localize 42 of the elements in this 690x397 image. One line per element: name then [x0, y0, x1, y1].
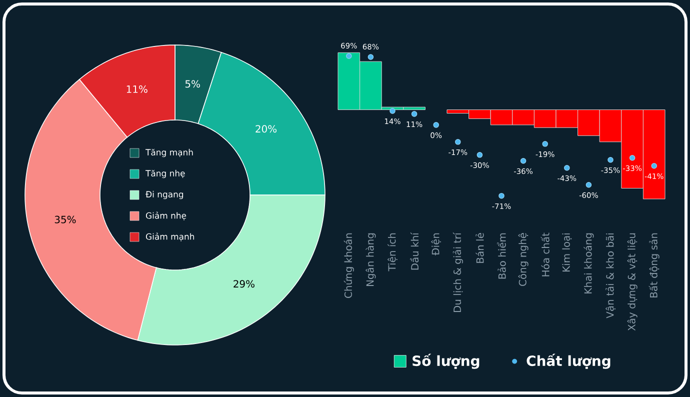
- legend-label: Số lượng: [412, 354, 480, 369]
- data-label: 5%: [185, 80, 200, 88]
- x-tick-label: Công nghệ: [518, 233, 528, 286]
- point: [542, 141, 548, 147]
- data-label: 29%: [234, 280, 254, 288]
- data-label: 35%: [54, 216, 76, 224]
- x-tick-label: Xây dựng & vật liệu: [627, 233, 638, 331]
- point: [476, 152, 483, 158]
- point: [498, 192, 504, 199]
- data-label: 20%: [256, 125, 277, 133]
- point: [390, 108, 396, 114]
- point: [346, 53, 352, 59]
- point: [520, 158, 526, 164]
- point: [586, 182, 592, 188]
- x-tick-label: Điện: [431, 233, 442, 256]
- point: [368, 54, 374, 60]
- point: [455, 139, 461, 145]
- legend-label: Chất lượng: [526, 354, 610, 369]
- x-tick-label: Bán lẻ: [476, 233, 484, 263]
- legend-label: Giảm mạnh: [146, 232, 194, 242]
- x-tick-label: Bảo hiểm: [497, 233, 506, 279]
- point: [629, 155, 636, 161]
- x-tick-label: Dầu khí: [410, 232, 419, 270]
- legend-label: Giảm nhẹ: [146, 212, 186, 220]
- x-tick-label: Du lịch & giải trí: [452, 232, 463, 312]
- point: [564, 164, 570, 171]
- legend-label: Đi ngang: [146, 190, 184, 200]
- point: [608, 157, 614, 163]
- point: [411, 111, 418, 117]
- legend-label: Tăng nhẹ: [145, 170, 185, 178]
- x-tick-label: Bất động sản: [648, 233, 660, 298]
- x-tick-label: Ngân hàng: [366, 233, 376, 286]
- x-tick-label: Kim loại: [562, 233, 572, 272]
- x-tick-label: Hóa chất: [540, 232, 550, 276]
- point: [433, 122, 439, 128]
- x-tick-label: Tiện ích: [388, 233, 398, 272]
- point: [651, 162, 657, 169]
- legend-label: Tăng mạnh: [145, 148, 193, 158]
- x-tick-label: Vận tải & kho bãi: [606, 233, 616, 318]
- data-label: 11%: [126, 85, 148, 93]
- x-tick-label: Khai khoáng: [584, 233, 594, 294]
- x-tick-label: Chứng khoán: [344, 233, 354, 298]
